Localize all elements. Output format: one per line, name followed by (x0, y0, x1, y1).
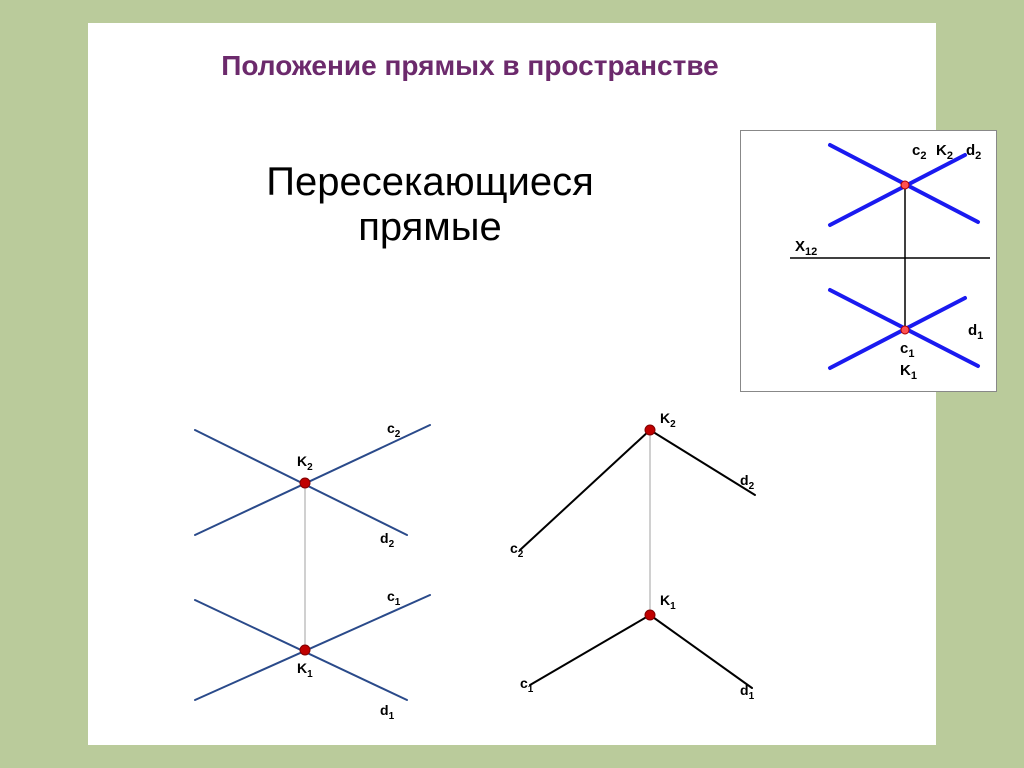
page-title: Положение прямых в пространстве (110, 50, 830, 82)
diagram-label: d2 (740, 472, 754, 492)
diagram-label: K1 (297, 660, 313, 680)
title-text: Положение прямых в пространстве (221, 50, 719, 81)
diagram-label: K2 (936, 142, 953, 162)
diagram-label: X12 (795, 238, 817, 258)
diagram-left (155, 400, 455, 730)
diagram-label: c2 (387, 420, 400, 440)
diagram-label: K2 (660, 410, 676, 430)
diagram-label: K2 (297, 453, 313, 473)
subtitle-line1: Пересекающиеся (266, 160, 594, 204)
diagram-label: K1 (900, 362, 917, 382)
diagram-label: c1 (520, 675, 533, 695)
diagram-label: d1 (968, 322, 983, 342)
diagram-inset (740, 130, 995, 390)
diagram-label: c2 (912, 142, 926, 162)
diagram-label: c2 (510, 540, 523, 560)
diagram-label: K1 (660, 592, 676, 612)
page-subtitle: Пересекающиеся прямые (180, 160, 680, 250)
diagram-label: d1 (380, 702, 394, 722)
diagram-label: d2 (380, 530, 394, 550)
diagram-label: c1 (900, 340, 914, 360)
diagram-label: c1 (387, 588, 400, 608)
diagram-right (470, 400, 770, 730)
subtitle-line2: прямые (358, 205, 502, 249)
diagram-label: d1 (740, 682, 754, 702)
diagram-label: d2 (966, 142, 981, 162)
